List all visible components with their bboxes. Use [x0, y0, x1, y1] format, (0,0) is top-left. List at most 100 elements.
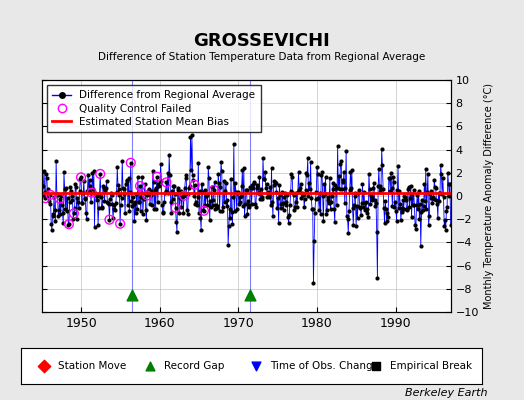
Point — [423, 189, 431, 196]
Point — [122, 178, 130, 185]
Point — [103, 198, 112, 205]
Point — [279, 200, 287, 206]
Point — [210, 187, 218, 193]
Point — [323, 197, 332, 203]
Point — [424, 222, 433, 229]
Point — [432, 196, 441, 203]
Point — [78, 200, 86, 206]
Point — [71, 181, 80, 187]
Point — [150, 206, 158, 212]
Point — [153, 174, 161, 180]
Point — [81, 196, 90, 203]
Point — [292, 190, 301, 196]
Point — [261, 169, 269, 175]
Point — [203, 192, 211, 198]
Point — [299, 192, 307, 198]
Point — [380, 220, 389, 226]
Point — [200, 208, 208, 214]
Point — [350, 202, 358, 208]
Point — [285, 220, 293, 226]
Point — [139, 196, 148, 202]
Point — [407, 182, 415, 189]
Point — [95, 205, 103, 211]
Point — [101, 187, 110, 193]
Point — [280, 194, 289, 200]
Point — [395, 204, 403, 211]
Point — [285, 211, 293, 218]
Point — [404, 186, 412, 192]
Point — [321, 191, 329, 197]
Point — [60, 169, 68, 175]
Point — [368, 196, 377, 203]
Point — [209, 197, 217, 204]
Point — [320, 180, 329, 187]
Point — [109, 214, 117, 221]
Point — [223, 202, 231, 209]
Point — [210, 187, 218, 193]
Point — [422, 166, 430, 172]
Point — [82, 216, 91, 222]
Point — [361, 199, 369, 206]
Point — [411, 222, 419, 228]
Point — [92, 191, 100, 197]
Point — [385, 174, 393, 181]
Point — [39, 183, 48, 190]
Point — [422, 206, 431, 212]
Point — [398, 209, 407, 215]
Point — [353, 215, 362, 221]
Point — [352, 223, 361, 229]
Point — [165, 152, 173, 158]
Point — [100, 198, 108, 204]
Point — [144, 188, 152, 194]
Point — [339, 178, 347, 185]
Point — [200, 208, 208, 214]
Point — [181, 184, 189, 191]
Point — [161, 188, 170, 194]
Point — [333, 201, 341, 208]
Point — [359, 204, 367, 210]
Point — [163, 188, 171, 195]
Point — [357, 212, 365, 218]
Point — [255, 173, 264, 180]
Point — [297, 195, 305, 201]
Point — [303, 155, 312, 162]
Point — [185, 185, 193, 191]
Point — [238, 167, 247, 173]
Point — [253, 182, 261, 188]
Point — [319, 192, 327, 199]
Point — [374, 183, 383, 189]
Point — [251, 201, 259, 207]
Point — [110, 202, 118, 208]
Point — [399, 206, 408, 212]
Point — [184, 191, 192, 197]
Point — [47, 220, 56, 227]
Text: Berkeley Earth: Berkeley Earth — [405, 388, 487, 398]
Point — [163, 170, 172, 177]
Point — [40, 189, 49, 195]
Point — [67, 188, 75, 194]
Point — [110, 206, 118, 212]
Point — [177, 188, 185, 194]
Point — [174, 187, 182, 194]
Point — [327, 199, 335, 205]
Point — [310, 238, 319, 244]
Point — [307, 159, 315, 165]
Point — [326, 206, 335, 213]
Point — [88, 190, 96, 196]
Point — [170, 183, 178, 189]
Point — [58, 210, 67, 216]
Point — [283, 214, 292, 220]
Point — [199, 188, 207, 195]
Point — [367, 192, 375, 198]
Point — [124, 201, 132, 208]
Point — [385, 174, 394, 181]
Point — [128, 291, 136, 298]
Point — [147, 192, 155, 198]
Point — [325, 175, 334, 182]
Point — [291, 198, 300, 205]
Point — [112, 200, 120, 206]
Point — [273, 205, 281, 211]
Point — [429, 194, 437, 200]
Point — [48, 226, 56, 233]
Point — [159, 210, 168, 216]
